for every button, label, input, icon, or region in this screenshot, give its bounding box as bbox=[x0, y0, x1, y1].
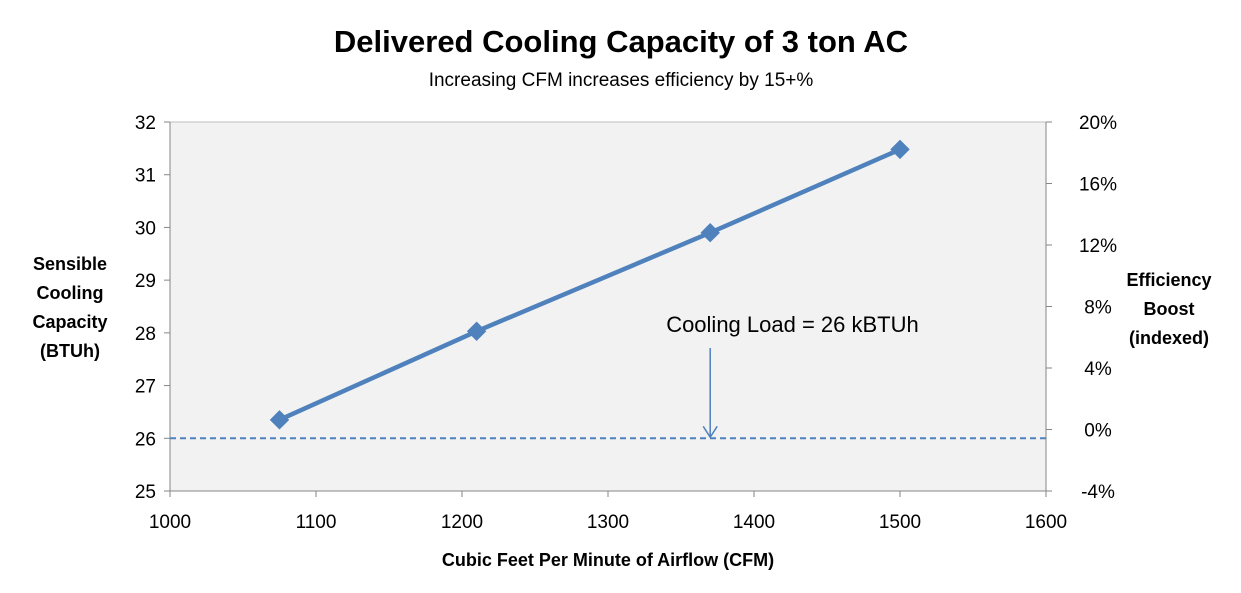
y-tick-label: 30 bbox=[135, 218, 156, 239]
y2-tick-label: 8% bbox=[1084, 298, 1112, 319]
annotation-arrow-head bbox=[702, 425, 718, 439]
x-tick-label: 1200 bbox=[441, 512, 483, 533]
y2-axis-title-line: Boost bbox=[1144, 299, 1195, 319]
annotation-text: Cooling Load = 26 kBTUh bbox=[666, 312, 919, 337]
series-group bbox=[269, 139, 910, 430]
annotation-group: Cooling Load = 26 kBTUh bbox=[666, 312, 919, 439]
y2-axis-title-line: Efficiency bbox=[1126, 270, 1211, 290]
x-axis-title: Cubic Feet Per Minute of Airflow (CFM) bbox=[442, 550, 774, 570]
x-tick-label: 1100 bbox=[296, 512, 337, 533]
y-tick-label: 26 bbox=[135, 429, 156, 450]
y2-tick-label: 12% bbox=[1079, 236, 1117, 257]
y2-tick-label: 4% bbox=[1084, 359, 1112, 380]
y2-tick-label: 16% bbox=[1079, 175, 1117, 196]
x-tick-label: 1400 bbox=[733, 512, 775, 533]
series-line bbox=[278, 147, 901, 422]
y2-axis-title-line: (indexed) bbox=[1129, 328, 1209, 348]
y2-tick-label: 0% bbox=[1084, 421, 1112, 442]
y2-tick-label: -4% bbox=[1081, 482, 1115, 503]
y-tick-label: 25 bbox=[135, 482, 156, 503]
y2-tick-label: 20% bbox=[1079, 113, 1117, 134]
y-axis-title-line: Cooling bbox=[37, 283, 104, 303]
y-tick-label: 29 bbox=[135, 271, 156, 292]
y-axis-title-line: Capacity bbox=[32, 312, 107, 332]
data-point-marker bbox=[890, 139, 910, 160]
x-tick-label: 1300 bbox=[587, 512, 629, 533]
axes: 25 26 27 28 29 30 31 32 -4% 0% 4% 8% 12% 16% 20% 1000 11… bbox=[135, 113, 1117, 533]
data-point-marker bbox=[269, 410, 290, 430]
y-axis-title-line: Sensible bbox=[33, 254, 107, 274]
y-tick-label: 31 bbox=[135, 166, 156, 187]
y-tick-label: 28 bbox=[135, 324, 156, 345]
y-tick-label: 32 bbox=[135, 113, 156, 134]
chart-subtitle: Increasing CFM increases efficiency by 1… bbox=[429, 70, 814, 91]
y-axis-title-line: (BTUh) bbox=[40, 341, 100, 361]
x-tick-label: 1600 bbox=[1025, 512, 1067, 533]
x-tick-label: 1000 bbox=[149, 512, 191, 533]
x-tick-label: 1500 bbox=[879, 512, 921, 533]
chart-title: Delivered Cooling Capacity of 3 ton AC bbox=[334, 24, 908, 59]
axis-labels: Cubic Feet Per Minute of Airflow (CFM) Se… bbox=[32, 254, 1211, 570]
y-tick-label: 27 bbox=[135, 377, 156, 398]
data-point-marker bbox=[466, 321, 487, 341]
data-point-marker bbox=[700, 222, 720, 243]
plot-area bbox=[169, 121, 1047, 492]
